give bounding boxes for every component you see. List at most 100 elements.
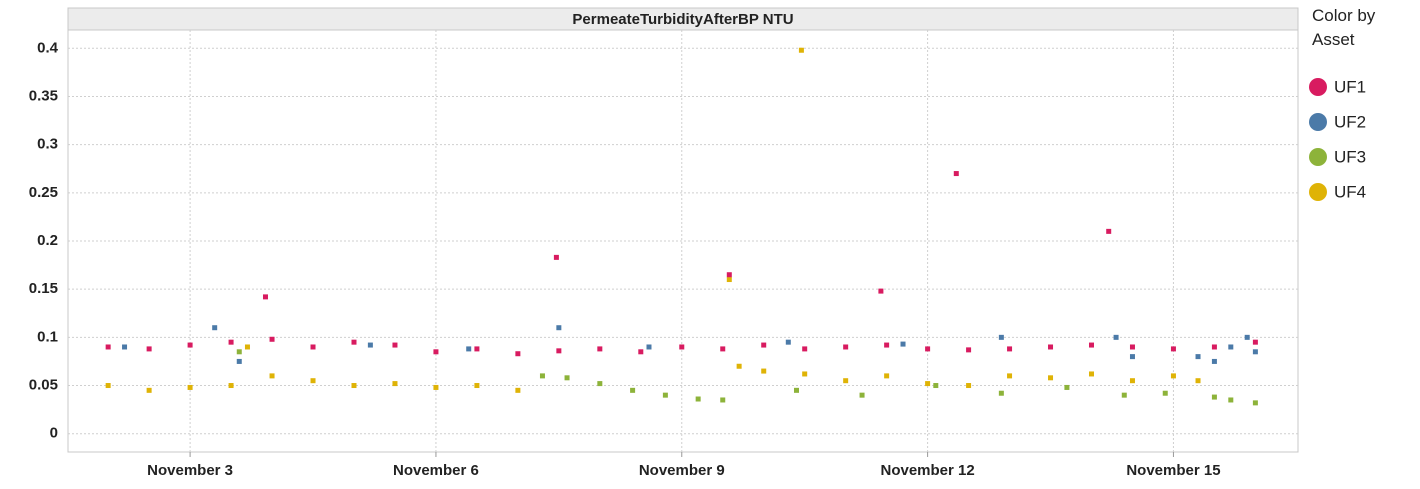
series	[105, 47, 1201, 393]
x-tick-label: November 15	[1126, 462, 1220, 479]
point	[761, 342, 767, 348]
point	[553, 254, 559, 260]
point	[564, 375, 570, 381]
point	[900, 341, 906, 347]
point	[1228, 344, 1234, 350]
point	[269, 373, 275, 379]
point	[884, 342, 890, 348]
point	[802, 371, 808, 377]
point	[1048, 344, 1054, 350]
title-band	[67, 7, 1299, 31]
point	[646, 344, 652, 350]
legend-marker	[1309, 183, 1327, 201]
point	[1064, 384, 1070, 390]
point	[843, 344, 849, 350]
legend-marker	[1309, 148, 1327, 166]
point	[539, 373, 545, 379]
point	[122, 344, 128, 350]
point	[236, 358, 242, 364]
point	[925, 381, 931, 387]
point	[878, 288, 884, 294]
point	[433, 349, 439, 355]
y-tick-label: 0.1	[37, 328, 58, 345]
chart-title: PermeateTurbidityAfterBP NTU	[572, 11, 793, 28]
point	[736, 363, 742, 369]
point	[785, 339, 791, 345]
x-tick-label: November 9	[639, 462, 725, 479]
point	[726, 277, 732, 283]
point	[244, 344, 250, 350]
y-tick-label: 0.05	[29, 376, 58, 393]
y-tick-label: 0.15	[29, 280, 58, 297]
point	[1195, 354, 1201, 360]
point	[474, 346, 480, 352]
point	[720, 346, 726, 352]
legend-marker	[1309, 113, 1327, 131]
point	[884, 373, 890, 379]
point	[966, 383, 972, 389]
point	[597, 381, 603, 387]
point	[966, 347, 972, 353]
legend-label: UF2	[1334, 112, 1366, 131]
point	[1195, 378, 1201, 384]
point	[1211, 358, 1217, 364]
point	[515, 387, 521, 393]
point	[351, 339, 357, 345]
point	[802, 346, 808, 352]
point	[1211, 394, 1217, 400]
point	[1252, 400, 1258, 406]
point	[1244, 334, 1250, 340]
point	[925, 346, 931, 352]
point	[146, 387, 152, 393]
point	[1228, 397, 1234, 403]
point	[726, 272, 732, 278]
point	[1129, 354, 1135, 360]
y-tick-label: 0.2	[37, 232, 58, 249]
y-tick-label: 0.25	[29, 184, 58, 201]
point	[679, 344, 685, 350]
point	[351, 383, 357, 389]
series	[236, 349, 1258, 406]
point	[146, 346, 152, 352]
legend-title: Color by Asset	[1312, 6, 1376, 49]
point	[695, 396, 701, 402]
y-tick-label: 0.35	[29, 87, 58, 104]
point	[843, 378, 849, 384]
series	[122, 325, 1258, 364]
point	[597, 346, 603, 352]
point	[187, 384, 193, 390]
point	[1121, 392, 1127, 398]
point	[1088, 371, 1094, 377]
point	[105, 344, 111, 350]
point	[556, 325, 562, 331]
point	[1129, 344, 1135, 350]
x-tick-label: November 6	[393, 462, 479, 479]
point	[187, 342, 193, 348]
point	[392, 381, 398, 387]
point	[720, 397, 726, 403]
point	[367, 342, 373, 348]
point	[859, 392, 865, 398]
point	[236, 349, 242, 355]
point	[1211, 344, 1217, 350]
point	[1170, 373, 1176, 379]
legend-marker	[1309, 78, 1327, 96]
point	[228, 383, 234, 389]
series	[105, 171, 1258, 357]
point	[392, 342, 398, 348]
point	[1007, 346, 1013, 352]
point	[793, 387, 799, 393]
point	[933, 383, 939, 389]
y-tick-label: 0.3	[37, 136, 58, 153]
point	[998, 390, 1004, 396]
x-tick-label: November 12	[880, 462, 974, 479]
point	[1162, 390, 1168, 396]
point	[662, 392, 668, 398]
point	[1007, 373, 1013, 379]
point	[761, 368, 767, 374]
y-tick-label: 0	[50, 425, 58, 442]
point	[1088, 342, 1094, 348]
point	[474, 383, 480, 389]
